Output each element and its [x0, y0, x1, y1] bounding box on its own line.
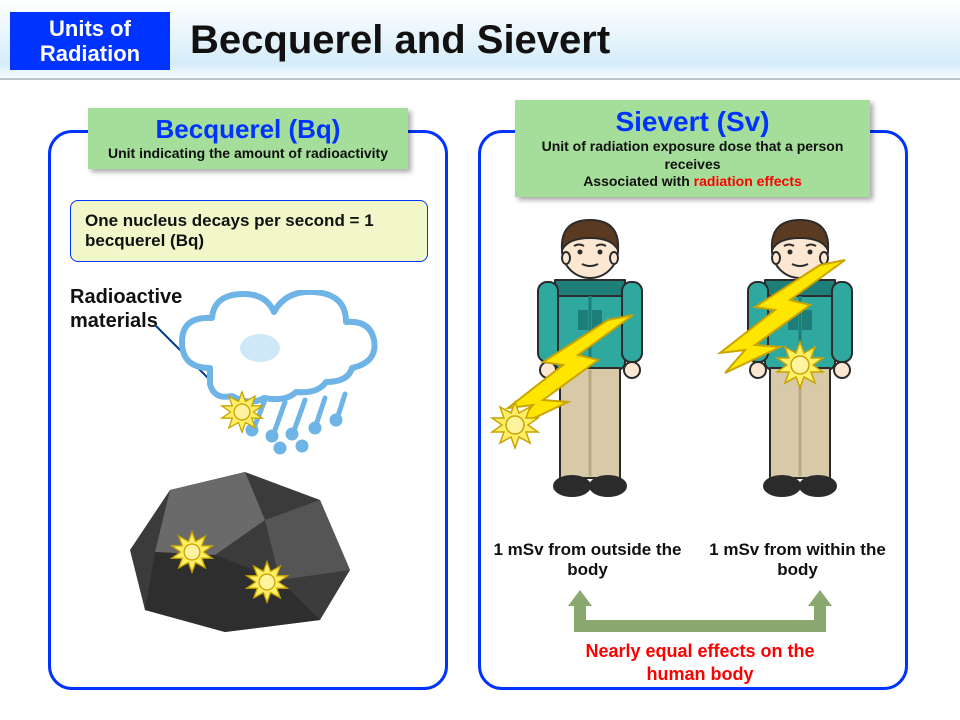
sievert-sub2-highlight: radiation effects	[694, 173, 802, 189]
source-sun-external-icon	[490, 400, 540, 450]
badge-line1: Units of	[49, 16, 131, 41]
source-sun-rock1-icon	[170, 530, 214, 574]
equivalence-bracket-icon	[560, 590, 840, 640]
becquerel-title: Becquerel (Bq)	[98, 114, 398, 145]
source-sun-cloud-icon	[220, 390, 264, 434]
equivalence-note: Nearly equal effects on the human body	[560, 640, 840, 685]
becquerel-subtitle: Unit indicating the amount of radioactiv…	[98, 145, 398, 163]
rock-icon	[115, 460, 365, 640]
source-sun-rock2-icon	[245, 560, 289, 604]
cloud-rain-icon	[170, 290, 420, 460]
sievert-title: Sievert (Sv)	[525, 106, 860, 138]
becquerel-heading: Becquerel (Bq) Unit indicating the amoun…	[88, 108, 408, 169]
sievert-subtitle-1: Unit of radiation exposure dose that a p…	[525, 138, 860, 173]
sievert-heading: Sievert (Sv) Unit of radiation exposure …	[515, 100, 870, 197]
source-sun-internal-icon	[775, 340, 825, 390]
sievert-sub2-prefix: Associated with	[583, 173, 693, 189]
header-divider	[0, 78, 960, 80]
caption-outside: 1 mSv from outside the body	[490, 540, 685, 581]
header: Units of Radiation Becquerel and Sievert	[0, 0, 960, 80]
category-badge: Units of Radiation	[10, 12, 170, 70]
becquerel-definition: One nucleus decays per second = 1 becque…	[70, 200, 428, 262]
caption-inside: 1 mSv from within the body	[700, 540, 895, 581]
page-title: Becquerel and Sievert	[190, 18, 610, 63]
sievert-subtitle-2: Associated with radiation effects	[525, 173, 860, 191]
badge-line2: Radiation	[40, 41, 140, 66]
